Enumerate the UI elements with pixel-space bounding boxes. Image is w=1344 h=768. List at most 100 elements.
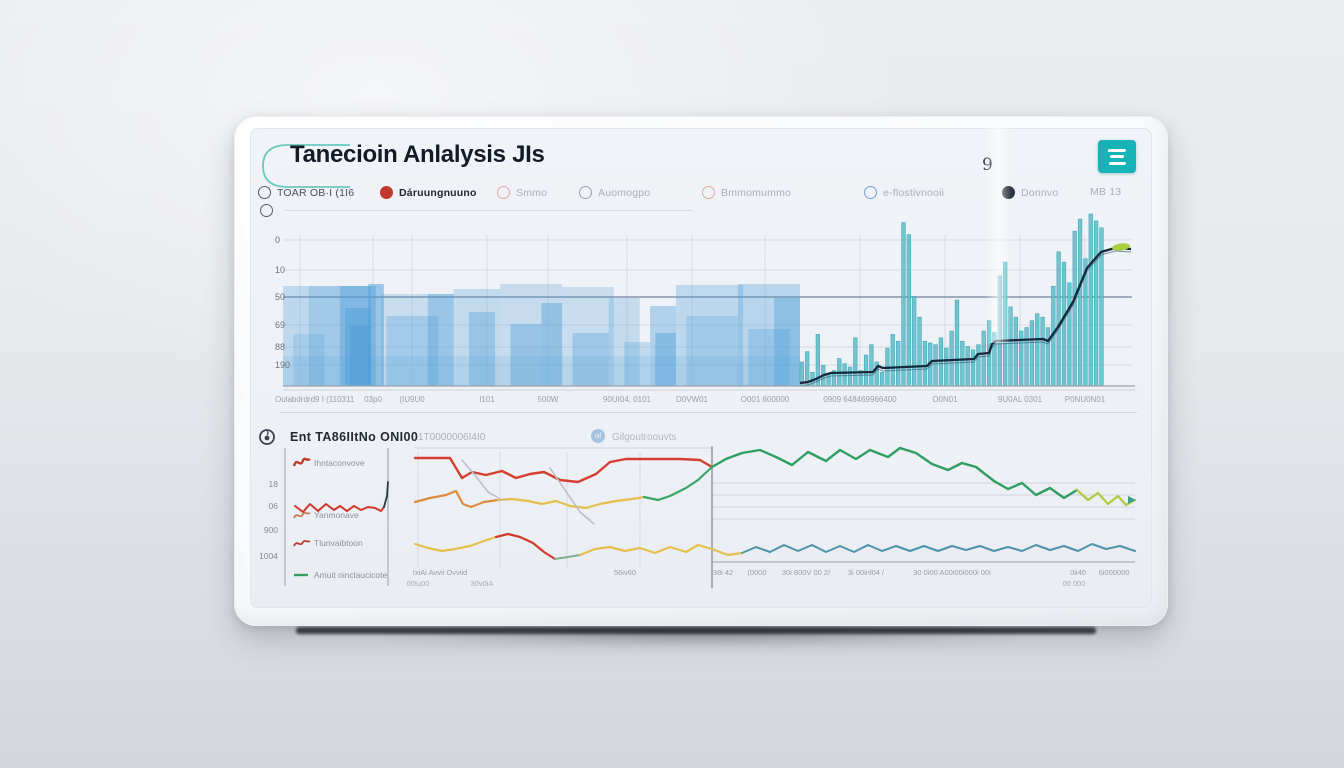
teal-bar [917, 316, 922, 387]
teal-bar [1035, 313, 1040, 387]
x-tick-label: O001 600000 [741, 395, 790, 404]
legend-item-1[interactable]: Yanmonave [293, 510, 359, 520]
toolbar-item-0[interactable]: TOAR OB·I (1I6 [258, 186, 354, 199]
x-tick-label: D0VW01 [676, 395, 709, 404]
menu-button[interactable] [1098, 140, 1136, 173]
toolbar-item-6[interactable]: Donnvo [1002, 186, 1058, 199]
series-mid-yellow [496, 495, 646, 510]
teal-bar [842, 363, 847, 387]
title-accent-arc-icon [262, 144, 350, 188]
mosaic-block [293, 334, 325, 386]
x-tick-label: 38i 42 [713, 568, 733, 577]
circle-icon [497, 186, 510, 199]
section-divider [280, 412, 1137, 413]
radio-row[interactable] [260, 204, 693, 217]
x-tick-label: (0000 [747, 568, 766, 577]
series-bottom-graygreen [554, 554, 581, 560]
mosaic-block [608, 298, 640, 386]
teal-bar [1024, 327, 1029, 387]
teal-bar [906, 234, 911, 387]
legend-squiggle-icon [293, 539, 311, 547]
toolbar-item-label: e-flostivnooii [883, 186, 945, 199]
mosaic-block [562, 287, 614, 386]
series-bottom-red [494, 532, 557, 561]
eye-circle-icon [258, 186, 271, 199]
toolbar-item-label: MB 13 [1090, 186, 1122, 198]
series-mid-green [642, 465, 714, 502]
mosaic-block [737, 284, 800, 386]
toolbar-item-3[interactable]: Auomogpo [579, 186, 650, 199]
legend-squiggle-icon [292, 457, 311, 467]
mosaic-block [427, 294, 454, 386]
x-tick-label: 0909 648469966400 [823, 395, 897, 404]
section2-subtitle: 1T0000006I4I0 [418, 432, 486, 443]
x-tick-label: (IU9U0 [399, 395, 425, 404]
section2-subtitle-2: Gilgoutroouvts [612, 432, 677, 443]
x-tick-label: 9U0AL 0301 [998, 395, 1043, 404]
x-tick-label: I101 [479, 395, 495, 404]
section2-title: Ent TA86IItNo ONI00 [290, 430, 419, 444]
teal-bar [1072, 230, 1077, 387]
toolbar-item-4[interactable]: Bmmomummo [702, 186, 791, 199]
legend-item-label: Ihntaconvove [314, 458, 365, 468]
legend-item-2[interactable]: Tlunvaibtoon [293, 538, 363, 548]
mosaic-block [541, 303, 563, 386]
mosaic-block [510, 324, 542, 386]
y-tick-label: 190 [275, 360, 290, 370]
x-tick-label: O0N01 [932, 395, 958, 404]
line-end-arrow-icon [1128, 496, 1136, 504]
teal-bar [922, 340, 928, 387]
series-decor-gray-2 [549, 467, 595, 525]
x-tick-label: P0NU0N01 [1065, 395, 1106, 404]
teal-bar [933, 344, 938, 387]
toolbar-item-2[interactable]: Smmo [497, 186, 547, 199]
teal-bar [954, 299, 960, 387]
mosaic-block [624, 342, 651, 386]
radio-button-icon[interactable] [260, 204, 273, 217]
x-tick-label: 30 0i00 A00i00i000i 00i [913, 568, 991, 577]
teal-bar [869, 344, 874, 387]
filter-toolbar: TOAR OB·I (1I6 Dáruungnuuno Smmo Auomogpo Bm… [250, 186, 1152, 206]
mosaic-block [572, 333, 609, 386]
mosaic-block [350, 326, 371, 386]
series-mini-red [294, 503, 385, 513]
legend-item-3[interactable]: Amuit oinclaucicote [294, 570, 388, 580]
x-tick-label: 03p0 [364, 395, 382, 404]
teal-bar [1045, 327, 1051, 387]
toolbar-item-7[interactable]: MB 13 [1090, 186, 1121, 198]
y-tick-label: 50 [275, 292, 285, 302]
teal-bar [901, 222, 906, 387]
toolbar-item-1[interactable]: Dáruungnuuno [380, 186, 477, 199]
y-tick-label: 0 [275, 235, 280, 245]
series-bottom-yellow-a [413, 535, 498, 553]
mosaic-block [381, 294, 454, 386]
mosaic-block [453, 289, 501, 386]
mosaic-block [686, 316, 738, 386]
teal-bar [890, 334, 895, 387]
teal-bar [1013, 316, 1018, 387]
dashboard-screen: Tanecioin Anlalysis JIs 9 TOAR OB·I (1I6… [250, 128, 1152, 608]
mosaic-block [283, 356, 800, 386]
teal-bar [853, 337, 858, 387]
teal-bar [970, 349, 976, 387]
y-tick-label: 88 [275, 342, 285, 352]
x-tick-label-row2: 30v0iA [471, 579, 494, 588]
mosaic-block [655, 333, 676, 386]
hamburger-icon [1107, 148, 1127, 152]
teal-bar [1040, 316, 1045, 387]
toolbar-item-5[interactable]: e-flostivnooii [864, 186, 944, 199]
volume-bar-chart: 0 10 50 69 88 190 Oulabdrdrd9 I (110311 03p0 (IU… [275, 213, 1135, 404]
x-tick-label-row2: 00 000 [1063, 579, 1086, 588]
series-bottom-yellow-b [578, 543, 744, 557]
toolbar-item-label: Bmmomummo [721, 186, 792, 199]
x-tick-label: 30i 800V 00 2/ [782, 568, 831, 577]
mosaic-block [500, 284, 563, 386]
teal-bar [1056, 251, 1061, 387]
teal-bar [944, 347, 949, 387]
teal-bar [1093, 220, 1099, 387]
circle-icon [579, 186, 592, 199]
section2-header: Ent TA86IItNo ONI00 1T0000006I4I0 al Gil… [250, 428, 1152, 448]
device-base-shadow [296, 627, 1096, 634]
legend-item-0[interactable]: Ihntaconvove [292, 457, 365, 468]
